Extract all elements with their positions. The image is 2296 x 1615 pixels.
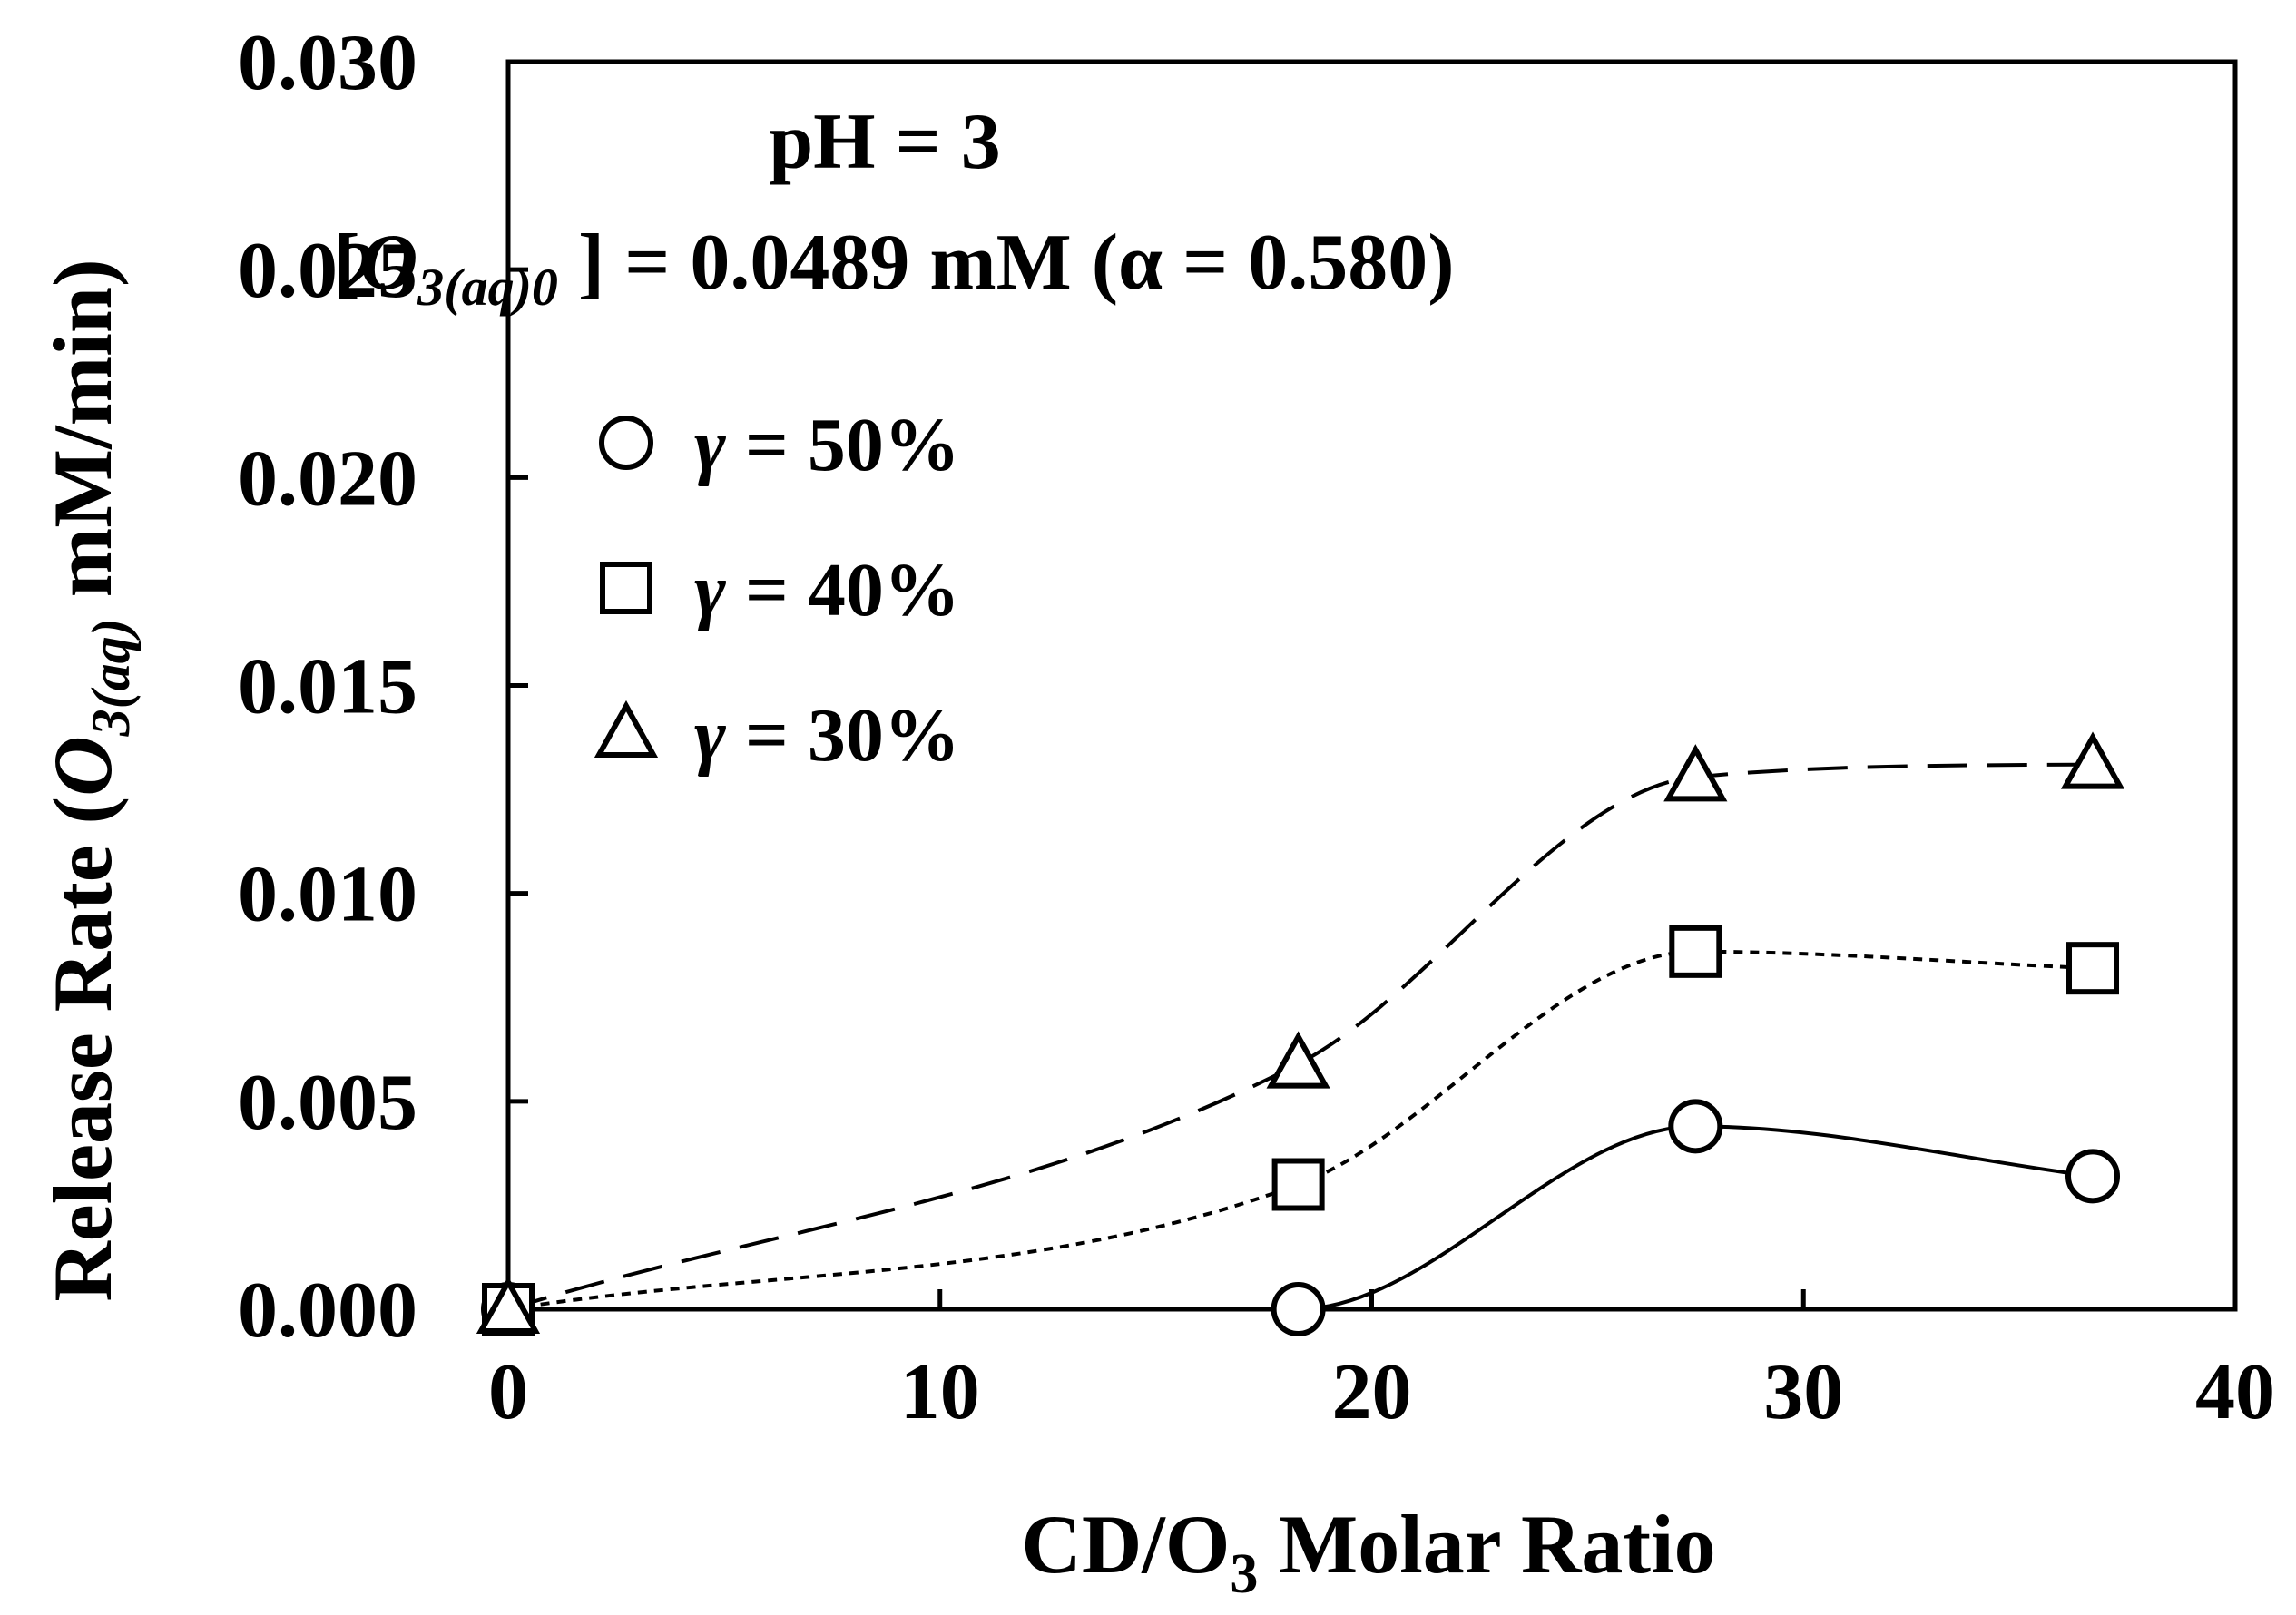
legend-marker-circle — [599, 416, 653, 470]
legend-label: γ = 40% — [694, 548, 960, 632]
x-tick-label: 40 — [2195, 1348, 2275, 1436]
x-tick-label: 30 — [1763, 1348, 1843, 1436]
y-tick-label: 0.000 — [238, 1267, 417, 1355]
annotation-concentration: [O3(aq)0 ] = 0.0489 mM (α = 0.580) — [333, 219, 1454, 317]
y-tick-label: 0.005 — [238, 1059, 417, 1147]
legend-label-greek: γ — [694, 548, 726, 632]
annotation-bracket: [ — [333, 219, 359, 307]
y-axis-title-ozone: O — [36, 736, 129, 796]
x-axis-ticks: 0 10 20 30 40 — [488, 1289, 2275, 1436]
annotation-ozone-symbol: O — [360, 219, 418, 307]
y-axis-title-subscript: 3(aq) — [81, 618, 141, 737]
data-point-triangle — [476, 1276, 541, 1334]
data-point-circle — [1668, 1099, 1723, 1154]
series-line-triangle — [507, 762, 2094, 1311]
annotation-ozone-subscript: 3(aq)0 — [417, 258, 558, 317]
legend-label: γ = 50% — [694, 403, 960, 487]
legend-marker-triangle — [594, 700, 659, 758]
y-tick-label: 0.025 — [238, 227, 417, 315]
x-axis-title-subscript: 3 — [1230, 1543, 1258, 1605]
annotation-concentration-value: ] = 0.0489 mM (α = 0.580) — [558, 219, 1455, 307]
y-tick-label: 0.020 — [238, 435, 417, 523]
legend-label-value: = 40% — [726, 548, 960, 632]
x-axis-title-main: CD/O — [1021, 1498, 1230, 1591]
y-tick-label: 0.015 — [238, 643, 417, 731]
data-point-triangle — [2060, 731, 2125, 789]
series-lines — [507, 762, 2094, 1312]
y-axis-title-pre: Release Rate ( — [36, 797, 129, 1302]
legend-label-value: = 50% — [726, 403, 960, 487]
legend-label: γ = 30% — [694, 693, 960, 778]
x-axis-title: CD/O3 Molar Ratio — [1021, 1498, 1715, 1605]
data-point-square — [2066, 942, 2120, 995]
legend: γ = 50%γ = 40%γ = 30% — [594, 403, 960, 778]
x-tick-label: 20 — [1332, 1348, 1412, 1436]
y-axis-ticks: 0.000 0.005 0.010 0.015 0.020 0.025 0.030 — [238, 19, 528, 1355]
legend-marker-square — [600, 562, 652, 614]
legend-label-greek: γ — [694, 403, 726, 487]
series-markers — [476, 731, 2125, 1336]
series-line-square — [507, 949, 2094, 1311]
data-point-square — [1669, 925, 1722, 978]
y-tick-label: 0.030 — [238, 19, 417, 107]
y-axis-title-post: mM/min) — [36, 259, 129, 618]
data-point-triangle — [1663, 744, 1728, 802]
legend-label-greek: γ — [694, 693, 726, 778]
x-tick-label: 10 — [900, 1348, 980, 1436]
series-line-circle — [507, 1124, 2094, 1312]
x-tick-label: 0 — [488, 1348, 528, 1436]
y-tick-label: 0.010 — [238, 851, 417, 939]
y-axis-title: Release Rate (O3(aq) mM/min) — [36, 259, 141, 1301]
legend-label-value: = 30% — [726, 693, 960, 778]
data-point-circle — [2065, 1149, 2121, 1204]
data-point-square — [1271, 1158, 1325, 1211]
data-point-triangle — [1266, 1031, 1330, 1089]
x-axis-title-rest: Molar Ratio — [1258, 1498, 1715, 1591]
data-point-circle — [1271, 1282, 1326, 1336]
annotation-ph: pH = 3 — [769, 98, 1001, 186]
